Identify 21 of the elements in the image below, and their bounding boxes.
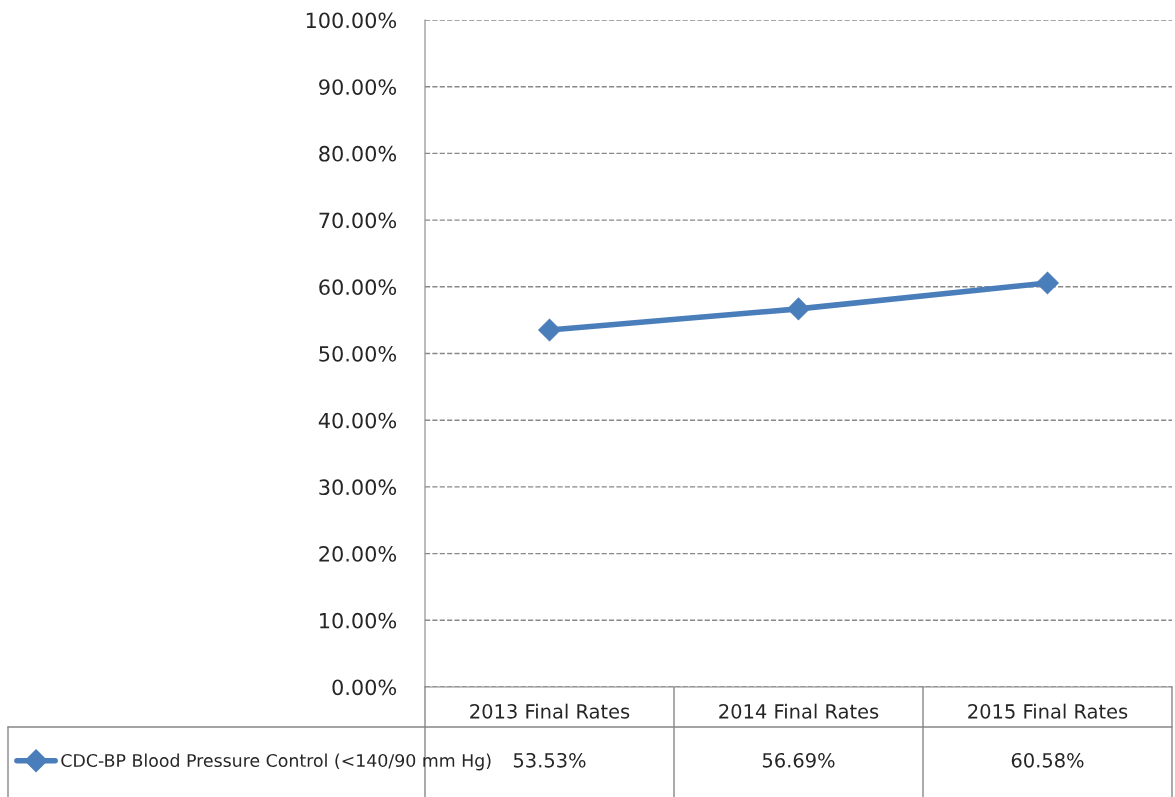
y-tick-label: 80.00% — [319, 145, 397, 162]
y-tick-label: 30.00% — [319, 479, 397, 496]
y-tick-label: 40.00% — [318, 412, 397, 429]
y-tick-label: 50.00% — [319, 345, 397, 362]
x-tick-label: 2015 Final Rates — [968, 703, 1128, 719]
y-tick-label: 10.00% — [320, 612, 397, 629]
y-tick-label: 60.00% — [319, 279, 397, 296]
data-label: 56.69% — [762, 752, 835, 768]
x-tick-label: 2013 Final Rates — [470, 703, 630, 719]
y-tick-label: 100.00% — [306, 12, 397, 29]
legend-label: CDC-BP Blood Pressure Control (<140/90 mm Hg) — [61, 753, 491, 771]
point — [1036, 271, 1059, 295]
y-tick-label: 90.00% — [319, 79, 397, 95]
point — [787, 297, 810, 321]
y-tick-label: 0.00% — [332, 679, 397, 696]
x-tick-label: 2014 Final Rates — [719, 703, 879, 719]
data-label: 53.53% — [513, 752, 586, 768]
data-label: 60.58% — [1011, 752, 1084, 768]
point — [538, 318, 561, 342]
y-tick-label: 20.00% — [319, 546, 397, 562]
y-tick-label: 70.00% — [319, 212, 397, 229]
